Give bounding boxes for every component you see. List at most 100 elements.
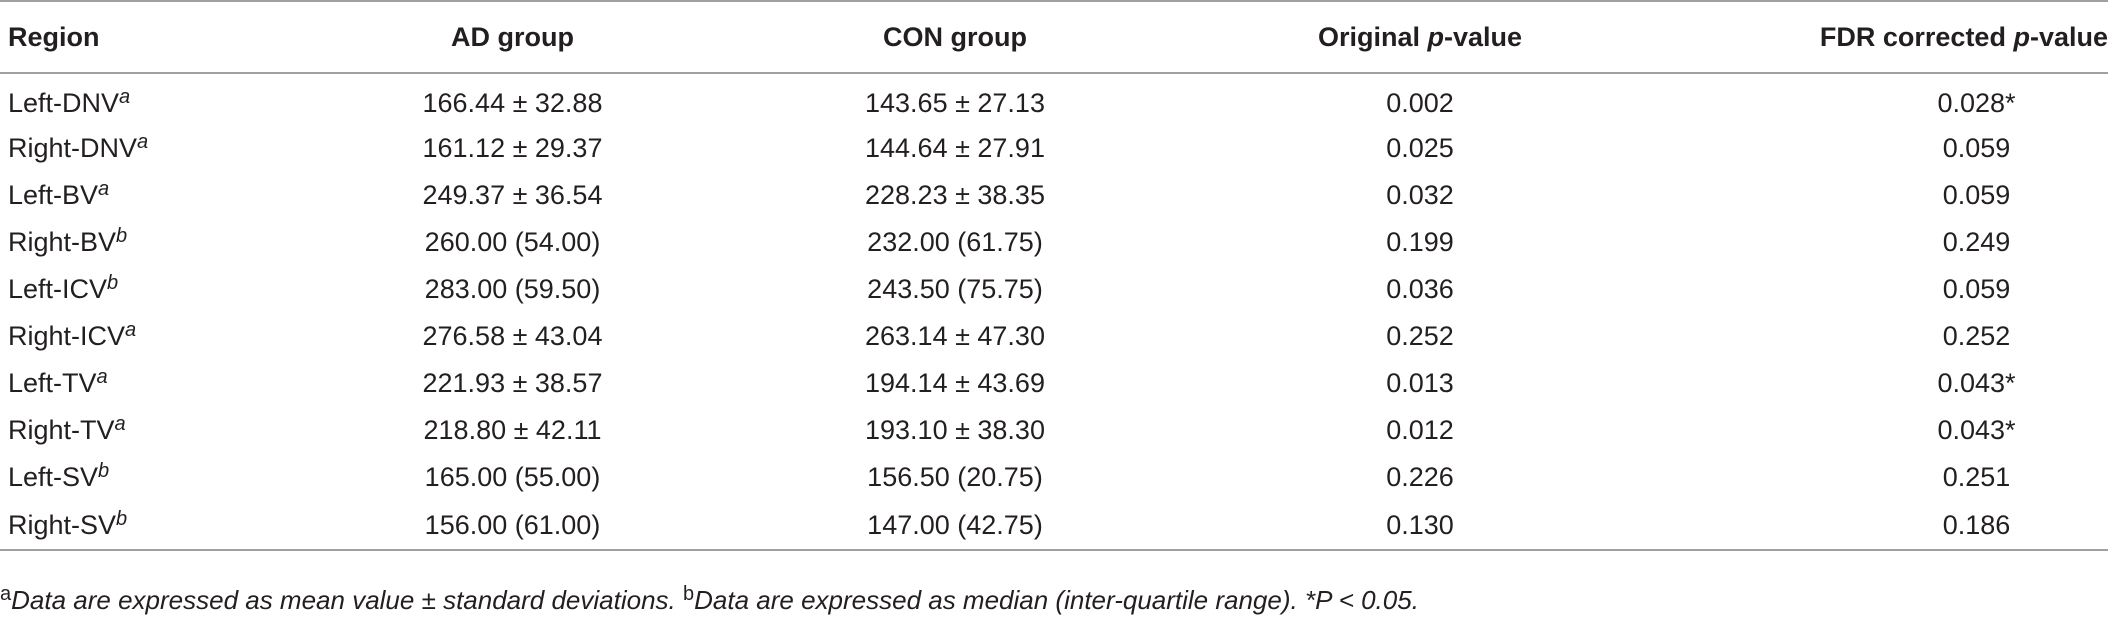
header-fdr-p-suffix: -value	[2029, 21, 2108, 52]
region-footnote-mark: a	[96, 366, 108, 388]
cell-region: Right-SVb	[0, 501, 300, 551]
cell-ad-group: 218.80 ± 42.11	[423, 415, 602, 445]
region-footnote-mark: a	[98, 178, 110, 200]
cell-original-p: 0.252	[1386, 321, 1454, 351]
header-ad-group: AD group	[300, 0, 725, 74]
table-row: Right-TVa 218.80 ± 42.11 193.10 ± 38.30 0.0…	[0, 407, 2108, 454]
header-original-p-italic: p	[1427, 21, 1444, 52]
table-row: Left-DNVa 166.44 ± 32.88 143.65 ± 27.13 0.0…	[0, 73, 2108, 125]
cell-region: Right-BVb	[0, 219, 300, 266]
cell-original-p: 0.226	[1386, 462, 1454, 492]
table-row: Left-ICVb 283.00 (59.50) 243.50 (75.75) 0.0…	[0, 266, 2108, 313]
cell-fdr-p: 0.251	[1942, 462, 2011, 492]
cell-original-p: 0.130	[1185, 501, 1655, 551]
region-footnote-mark: b	[116, 225, 128, 247]
footnote-significance: *P < 0.05.	[1304, 585, 1419, 615]
cell-region: Right-DNVa	[0, 125, 300, 172]
cell-region: Right-TVa	[0, 407, 300, 454]
region-footnote-mark: b	[107, 272, 119, 294]
cell-fdr-p: 0.043*	[1937, 415, 2016, 445]
cell-fdr-p: 0.043*	[1937, 368, 2016, 398]
region-name: Right-ICV	[8, 321, 126, 351]
table-row: Left-SVb 165.00 (55.00) 156.50 (20.75) 0.22…	[0, 454, 2108, 501]
cell-fdr-p: 0.059	[1942, 274, 2011, 304]
cell-con-group: 144.64 ± 27.91	[865, 133, 1045, 163]
header-fdr-p-prefix: FDR corrected	[1819, 21, 2014, 52]
cell-con-group: 147.00 (42.75)	[725, 501, 1185, 551]
cell-region: Left-DNVa	[0, 73, 300, 125]
cell-ad-group: 276.58 ± 43.04	[422, 321, 603, 351]
cell-ad-group: 221.93 ± 38.57	[422, 368, 603, 398]
region-name: Left-ICV	[8, 274, 108, 304]
cell-con-group: 156.50 (20.75)	[867, 462, 1043, 492]
results-table: Region AD group CON group Original p-val…	[0, 0, 2108, 551]
cell-con-group: 194.14 ± 43.69	[865, 368, 1045, 398]
header-con-group: CON group	[725, 0, 1185, 74]
cell-original-p: 0.199	[1386, 227, 1454, 257]
cell-con-group: 228.23 ± 38.35	[865, 180, 1045, 210]
table-row: Right-DNVa 161.12 ± 29.37 144.64 ± 27.91 0.…	[0, 125, 2108, 172]
cell-fdr-p: 0.028*	[1937, 88, 2016, 118]
cell-con-group: 243.50 (75.75)	[867, 274, 1043, 304]
region-footnote-mark: b	[116, 507, 128, 530]
cell-ad-group: 165.00 (55.00)	[424, 462, 601, 492]
header-original-p-suffix: -value	[1443, 21, 1523, 52]
header-original-p-prefix: Original	[1317, 21, 1428, 52]
cell-fdr-p: 0.059	[1942, 133, 2011, 163]
results-table-container: Region AD group CON group Original p-val…	[0, 0, 2108, 551]
cell-region: Left-ICVb	[0, 266, 300, 313]
region-footnote-mark: a	[114, 413, 126, 435]
table-body: Left-DNVa 166.44 ± 32.88 143.65 ± 27.13 0.0…	[0, 73, 2108, 551]
cell-ad-group: 161.12 ± 29.37	[422, 133, 603, 163]
region-name: Right-BV	[8, 227, 117, 257]
table-row: Right-BVb 260.00 (54.00) 232.00 (61.75) 0.1…	[0, 219, 2108, 266]
footnote-a-mark: a	[0, 583, 12, 605]
cell-original-p: 0.036	[1386, 274, 1454, 304]
region-name: Right-SV	[8, 509, 117, 540]
cell-fdr-p: 0.059	[1942, 180, 2011, 210]
table-row: Left-TVa 221.93 ± 38.57 194.14 ± 43.69 0.01…	[0, 360, 2108, 407]
region-name: Left-DNV	[8, 88, 120, 118]
footnote-b-mark: b	[683, 583, 695, 605]
cell-original-p: 0.012	[1386, 415, 1454, 445]
cell-ad-group: 283.00 (59.50)	[424, 274, 601, 304]
cell-region: Right-ICVa	[0, 313, 300, 360]
region-footnote-mark: b	[98, 460, 110, 482]
table-footnote: aData are expressed as mean value ± stan…	[0, 583, 1419, 616]
footnote-b-text: Data are expressed as median (inter-quar…	[694, 585, 1305, 615]
cell-ad-group: 260.00 (54.00)	[424, 227, 601, 257]
cell-fdr-p: 0.252	[1942, 321, 2011, 351]
cell-con-group: 193.10 ± 38.30	[865, 415, 1045, 445]
region-footnote-mark: a	[119, 86, 131, 108]
region-footnote-mark: a	[125, 319, 137, 341]
cell-fdr-p: 0.249	[1942, 227, 2011, 257]
cell-region: Left-TVa	[0, 360, 300, 407]
cell-con-group: 263.14 ± 47.30	[865, 321, 1045, 351]
cell-original-p: 0.013	[1386, 368, 1454, 398]
header-fdr-p-italic: p	[2013, 21, 2030, 52]
region-footnote-mark: a	[137, 131, 149, 153]
header-fdr-p: FDR corrected p-value	[1655, 0, 2108, 74]
cell-original-p: 0.002	[1386, 88, 1454, 118]
header-original-p: Original p-value	[1185, 0, 1655, 74]
cell-fdr-p: 0.186	[1655, 501, 2108, 551]
cell-region: Left-BVa	[0, 172, 300, 219]
cell-region: Left-SVb	[0, 454, 300, 501]
table-row: Right-SVb 156.00 (61.00) 147.00 (42.75) 0.1…	[0, 501, 2108, 551]
header-region: Region	[0, 0, 300, 74]
cell-ad-group: 156.00 (61.00)	[300, 501, 725, 551]
table-header-row: Region AD group CON group Original p-val…	[0, 0, 2108, 74]
region-name: Right-TV	[8, 415, 115, 445]
cell-con-group: 232.00 (61.75)	[867, 227, 1043, 257]
region-name: Left-SV	[8, 462, 99, 492]
cell-con-group: 143.65 ± 27.13	[865, 88, 1045, 118]
cell-original-p: 0.032	[1386, 180, 1454, 210]
table-row: Left-BVa 249.37 ± 36.54 228.23 ± 38.35 0.03…	[0, 172, 2108, 219]
region-name: Left-TV	[8, 368, 97, 398]
region-name: Right-DNV	[8, 133, 138, 163]
cell-ad-group: 249.37 ± 36.54	[422, 180, 603, 210]
region-name: Left-BV	[8, 180, 99, 210]
cell-original-p: 0.025	[1386, 133, 1454, 163]
table-row: Right-ICVa 276.58 ± 43.04 263.14 ± 47.30 0.…	[0, 313, 2108, 360]
cell-ad-group: 166.44 ± 32.88	[422, 88, 603, 118]
